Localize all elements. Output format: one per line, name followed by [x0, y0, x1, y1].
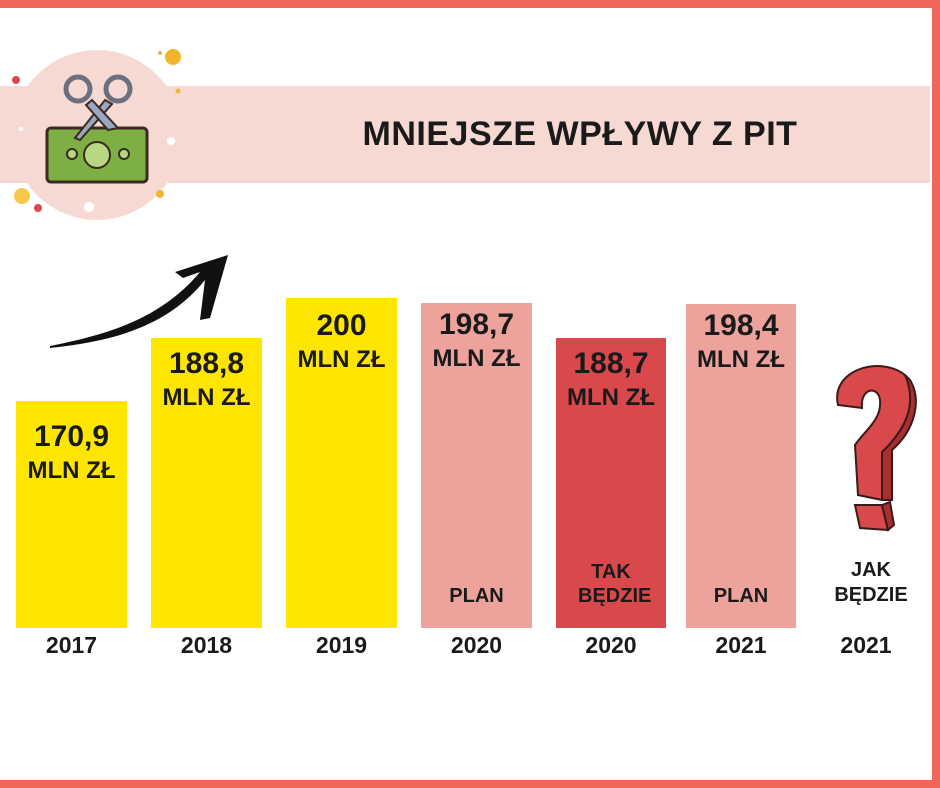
bar-value: 170,9: [33, 420, 110, 454]
page-title: MNIEJSZE WPŁYWY Z PIT: [362, 115, 798, 153]
year-label: 2021: [715, 632, 767, 658]
bar-note: TAK BĘDZIE: [578, 561, 652, 607]
frame-border-right: [932, 0, 940, 788]
bar-note: PLAN: [713, 585, 769, 607]
scissors-money-icon: [0, 40, 200, 230]
bar: 188,7 MLN ZŁ TAK BĘDZIE: [556, 338, 666, 628]
bar-value-label: 198,4 MLN ZŁ: [686, 308, 796, 376]
bar-unit: MLN ZŁ: [567, 384, 655, 412]
year-label: 2018: [180, 632, 233, 658]
year-label: 2020: [585, 632, 637, 658]
bar: 198,4 MLN ZŁ PLAN: [686, 303, 796, 628]
bar-value-label: 198,7 MLN ZŁ: [421, 307, 532, 375]
frame-border-bottom: [0, 780, 940, 788]
bar-value-label: 170,9 MLN ZŁ: [16, 419, 127, 487]
bar: 198,7 MLN ZŁ PLAN: [421, 302, 532, 628]
bar-value-label: 200 MLN ZŁ: [286, 308, 397, 376]
bar-value: 198,4: [703, 308, 779, 342]
bar-value-label: 188,8 MLN ZŁ: [151, 346, 262, 414]
bar-value: 200: [316, 309, 367, 342]
bar-unit: MLN ZŁ: [697, 345, 785, 373]
year-label: 2017: [45, 632, 98, 658]
bar-value: 198,7: [438, 307, 515, 341]
question-mark-icon: [836, 365, 917, 532]
bar-unit: MLN ZŁ: [27, 457, 116, 485]
year-label: 2021: [840, 632, 892, 658]
bar-unit: MLN ZŁ: [162, 383, 251, 411]
bar-value: 188,7: [573, 347, 649, 381]
bar: 170,9 MLN ZŁ: [16, 401, 127, 628]
bar-unit: MLN ZŁ: [432, 344, 521, 372]
bar-value-label: 188,7 MLN ZŁ: [556, 346, 666, 414]
bar: 200 MLN ZŁ: [286, 298, 397, 628]
bar-note: PLAN: [449, 585, 504, 607]
bar-note: JAK BĘDZIE: [834, 559, 908, 606]
upward-arrow-icon: [50, 255, 228, 348]
bar-unit: MLN ZŁ: [297, 346, 386, 373]
bar-value: 188,8: [168, 346, 245, 380]
year-label: 2020: [450, 632, 503, 658]
bar: 188,8 MLN ZŁ: [151, 337, 262, 628]
year-label: 2019: [315, 632, 368, 658]
frame-border-top: [0, 0, 940, 8]
